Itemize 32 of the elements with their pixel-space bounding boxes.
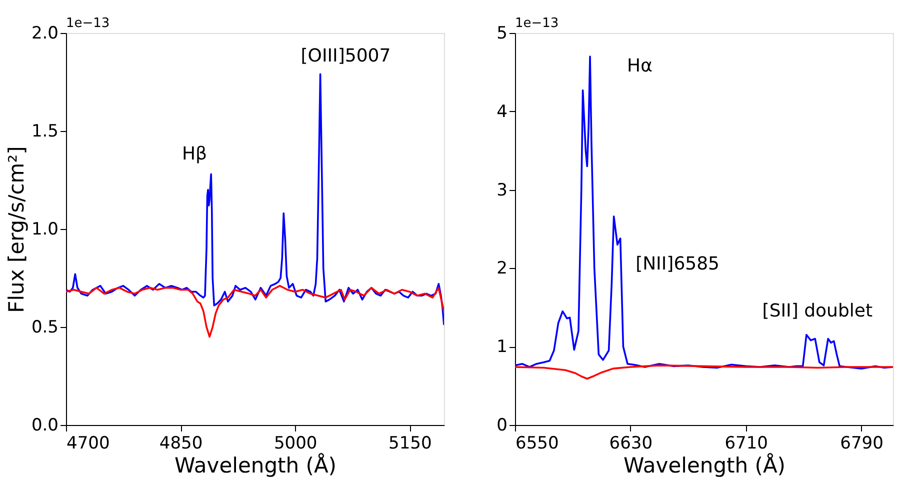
text: 1e−13	[66, 16, 110, 31]
x-tick-label: 6550	[516, 434, 559, 454]
line-series	[66, 73, 444, 326]
x-tick-label: 5150	[388, 434, 432, 454]
x-tick-label: 6790	[840, 434, 884, 454]
y-tick-label: 1	[496, 337, 508, 358]
x-axis-title: Wavelength (Å)	[623, 452, 786, 478]
line-series	[515, 364, 893, 380]
annotation: [NII]6585	[636, 253, 720, 274]
y-tick-label: 2	[496, 258, 508, 279]
y-tick-label: 1.5	[31, 122, 58, 142]
x-tick-label: 6630	[609, 434, 653, 454]
y-tick-label: 2.0	[31, 24, 58, 44]
y-tick-label: 3	[496, 180, 508, 200]
text: 1e−13	[515, 16, 559, 31]
x-tick-label: 5000	[274, 434, 318, 454]
annotation: Hα	[627, 55, 652, 76]
annotation: Hβ	[182, 144, 208, 165]
y-tick-label: 0	[496, 416, 508, 436]
y-tick-label: 1.0	[31, 220, 58, 240]
y-axis-title: Flux [erg/s/cm²]	[4, 146, 28, 313]
y-tick-label: 4	[496, 102, 508, 122]
y-tick-label: 5	[496, 24, 508, 44]
x-tick-label: 4700	[66, 434, 110, 454]
annotation: [SII] doublet	[762, 300, 873, 322]
x-axis-title: Wavelength (Å)	[174, 452, 337, 478]
x-tick-label: 4850	[159, 434, 203, 454]
y-tick-label: 0.0	[31, 416, 58, 436]
x-tick-label: 6710	[724, 434, 768, 454]
line-series	[66, 284, 444, 338]
y-tick-label: 0.5	[31, 318, 58, 338]
annotation: [OIII]5007	[300, 46, 391, 67]
